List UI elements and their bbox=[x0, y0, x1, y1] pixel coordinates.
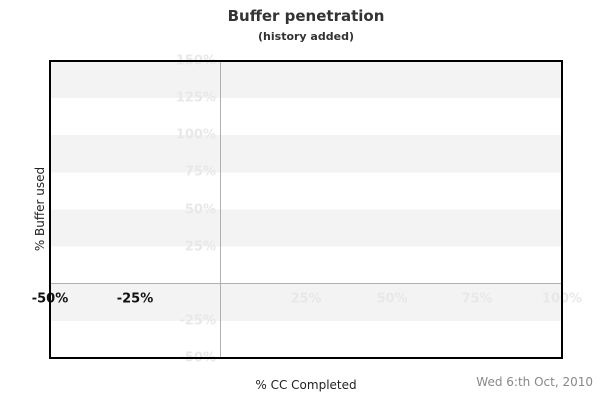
x-tick-label: -50% bbox=[31, 291, 69, 307]
x-tick-label: 50% bbox=[376, 291, 408, 307]
plot-border bbox=[49, 60, 563, 359]
zero-x-gridline bbox=[220, 61, 221, 358]
plot-area: 150% 125% 100% 75% 50% 25% -25% -50% -50… bbox=[32, 54, 582, 366]
y-tick-label: -25% bbox=[179, 313, 216, 329]
y-tick-label: 75% bbox=[184, 164, 216, 180]
zero-y-gridline bbox=[50, 283, 562, 284]
x-axis-title: % CC Completed bbox=[255, 378, 357, 392]
y-tick-label: 125% bbox=[175, 90, 216, 106]
chart-title: Buffer penetration bbox=[227, 7, 385, 25]
date-annotation: Wed 6:th Oct, 2010 bbox=[476, 375, 593, 389]
y-tick-label: 50% bbox=[184, 202, 216, 218]
x-tick-label: -25% bbox=[116, 291, 154, 307]
x-tick-label: 25% bbox=[290, 291, 322, 307]
chart-subtitle: (history added) bbox=[258, 30, 354, 43]
y-tick-label: 150% bbox=[175, 53, 216, 69]
x-tick-label: 75% bbox=[461, 291, 493, 307]
x-tick-label: 100% bbox=[541, 291, 583, 307]
y-tick-label: 100% bbox=[175, 127, 216, 143]
y-axis-title: % Buffer used bbox=[33, 166, 47, 252]
y-tick-label: -50% bbox=[179, 350, 216, 366]
y-tick-label: 25% bbox=[184, 239, 216, 255]
